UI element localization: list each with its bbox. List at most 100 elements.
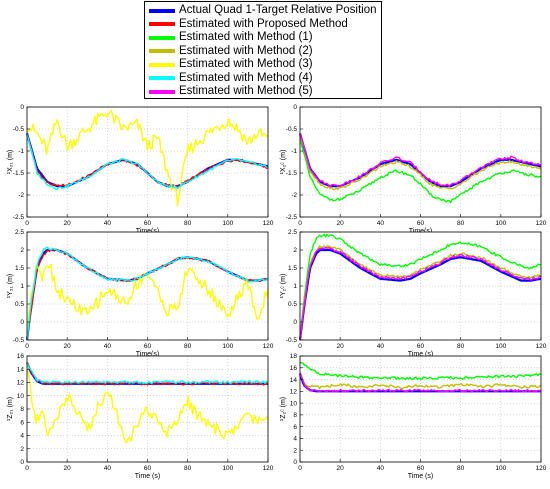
x-tick-label: 40 <box>104 220 112 227</box>
y-axis-label: ¹X₂ᶜ (m) <box>280 150 287 175</box>
x-tick-label: 40 <box>377 220 385 227</box>
x-tick-label: 100 <box>495 220 506 227</box>
x-tick-label: 40 <box>104 465 112 472</box>
legend-label: Estimated with Method (5) <box>179 85 313 97</box>
x-tick-label: 0 <box>298 343 302 350</box>
y-tick-label: 2 <box>20 247 24 254</box>
x-tick-label: 60 <box>144 465 152 472</box>
y-tick-label: 6 <box>20 419 24 426</box>
series-line <box>26 362 269 444</box>
y-tick-label: 2.5 <box>288 229 297 236</box>
series-line <box>26 361 269 386</box>
legend-label: Estimated with Method (3) <box>179 58 313 70</box>
x-tick-label: 0 <box>25 343 29 350</box>
y-axis-label: ¹Z₂ᶜ (m) <box>280 397 287 421</box>
plot-area <box>300 356 541 462</box>
y-tick-label: -0.5 <box>286 126 298 133</box>
x-axis-label: Time (s) <box>135 473 160 480</box>
x-tick-label: 80 <box>184 343 192 350</box>
y-tick-label: 0 <box>293 104 297 111</box>
x-tick-label: 20 <box>64 343 72 350</box>
legend-swatch <box>149 35 175 40</box>
series-line <box>298 248 542 341</box>
y-tick-label: -0.5 <box>286 337 298 344</box>
x-tick-label: 40 <box>104 343 112 350</box>
y-tick-label: 0 <box>20 104 24 111</box>
y-tick-label: 10 <box>290 400 298 407</box>
x-tick-label: 0 <box>25 465 29 472</box>
y-axis-label: ¹Z₂₁ (m) <box>7 397 14 421</box>
x-tick-label: 80 <box>457 220 465 227</box>
x-tick-label: 60 <box>144 343 152 350</box>
y-tick-label: 14 <box>290 377 298 384</box>
legend-item: Estimated with Proposed Method <box>149 18 348 31</box>
legend-swatch <box>149 89 175 94</box>
x-axis-label: Time(s) <box>409 228 432 235</box>
x-tick-label: 0 <box>25 220 29 227</box>
x-axis-label: Time (s) <box>408 351 433 358</box>
x-tick-label: 20 <box>337 343 345 350</box>
series-line <box>299 246 542 340</box>
series-line <box>26 362 269 385</box>
y-tick-label: 0 <box>20 459 24 466</box>
legend-label: Estimated with Proposed Method <box>179 17 348 30</box>
y-tick-label: 1.5 <box>288 265 297 272</box>
legend: Actual Quad 1-Target Relative Position E… <box>144 1 382 99</box>
x-tick-label: 80 <box>184 465 192 472</box>
y-tick-label: 0.5 <box>288 301 297 308</box>
legend-swatch <box>149 8 175 13</box>
legend-item: Estimated with Method (3) <box>149 58 313 71</box>
x-tick-label: 120 <box>536 343 547 350</box>
y-tick-label: 16 <box>290 365 298 372</box>
x-tick-label: 60 <box>417 465 425 472</box>
series-line <box>26 133 269 191</box>
series-line <box>299 372 542 393</box>
x-tick-label: 100 <box>222 343 233 350</box>
y-tick-label: 0.5 <box>15 301 24 308</box>
x-tick-label: 80 <box>184 220 192 227</box>
y-axis-label: ¹Y₂ᶜ (m) <box>280 274 287 299</box>
x-tick-label: 120 <box>263 465 274 472</box>
series-line <box>299 133 542 191</box>
x-tick-label: 80 <box>457 343 465 350</box>
y-tick-label: -2.5 <box>286 214 298 221</box>
y-tick-label: -2 <box>18 192 24 199</box>
y-tick-label: 12 <box>17 380 25 387</box>
chart-panel-middle-left: 0 20 40 60 80 100 120-0.500.511.522.5Time(s)¹Y… <box>7 229 274 358</box>
series-line <box>26 246 269 341</box>
x-tick-label: 60 <box>417 220 425 227</box>
x-tick-label: 20 <box>64 465 72 472</box>
x-tick-label: 40 <box>377 343 385 350</box>
x-tick-label: 100 <box>495 465 506 472</box>
chart-panel-bottom-right: 0 20 40 60 80 100 120 0 2 4 6 8 10 12 14 16 18 Time (s) ¹Z… <box>280 353 547 480</box>
chart-panel-bottom-left: 0 20 40 60 80 100 120 0 2 4 6 8 10 12 14 16 Time (s) ¹Z₂₁… <box>7 353 274 480</box>
series-line <box>26 263 269 341</box>
legend-item: Estimated with Method (5) <box>149 85 313 98</box>
y-tick-label: 0 <box>20 319 24 326</box>
legend-swatch <box>149 49 175 53</box>
x-tick-label: 100 <box>222 220 233 227</box>
legend-swatch <box>149 76 175 80</box>
y-tick-label: 12 <box>290 389 298 396</box>
legend-item: Actual Quad 1-Target Relative Position <box>149 4 377 17</box>
y-tick-label: 2.5 <box>15 229 24 236</box>
chart-panel-top-right: 0 20 40 60 80 100 120 -2.5 -2 -1.5 -1 -0.5 0 Time(s) ¹… <box>280 104 547 235</box>
y-tick-label: 10 <box>17 393 25 400</box>
y-axis-label: ¹X₂₁ (m) <box>7 150 14 175</box>
x-tick-label: 20 <box>337 220 345 227</box>
x-tick-label: 20 <box>337 465 345 472</box>
y-tick-label: -0.5 <box>13 337 25 344</box>
y-tick-label: -2.5 <box>13 214 25 221</box>
x-tick-label: 120 <box>263 343 274 350</box>
y-tick-label: 2 <box>20 446 24 453</box>
y-tick-label: 0 <box>293 459 297 466</box>
legend-swatch <box>149 22 175 26</box>
legend-item: Estimated with Method (4) <box>149 72 313 85</box>
series-line <box>299 136 542 204</box>
y-tick-label: 4 <box>20 433 24 440</box>
x-tick-label: 100 <box>222 465 233 472</box>
y-tick-label: 14 <box>17 366 25 373</box>
x-axis-label: Time(s) <box>136 351 159 358</box>
